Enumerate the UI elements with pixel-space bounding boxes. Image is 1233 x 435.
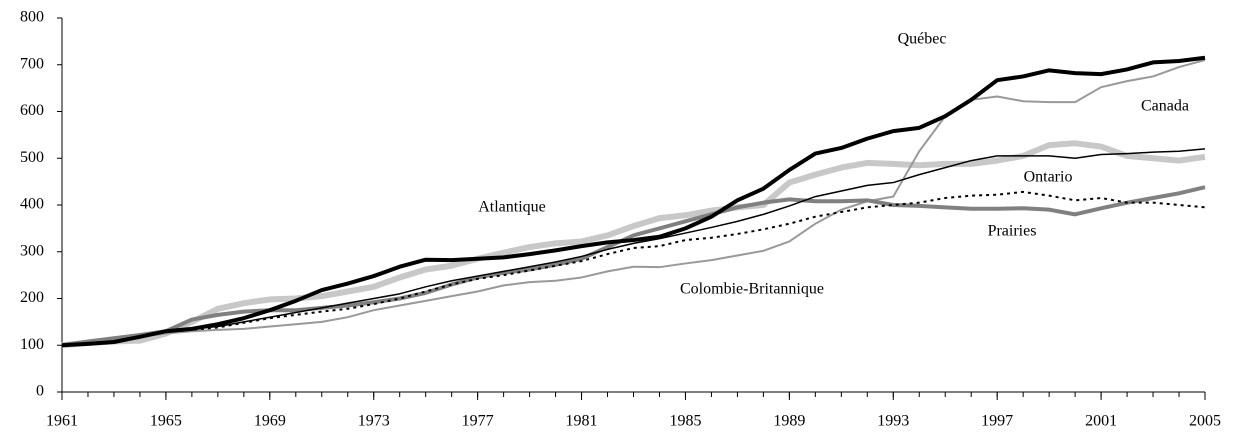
series-line <box>61 190 1206 347</box>
series-label: Québec <box>898 31 947 48</box>
x-tick-label: 1993 <box>877 413 909 430</box>
y-tick-label: 600 <box>20 102 44 119</box>
y-tick-label: 0 <box>36 383 44 400</box>
y-tick-label: 100 <box>20 336 44 353</box>
x-tick-label: 1985 <box>669 413 701 430</box>
y-tick-label: 700 <box>20 55 44 72</box>
y-tick-label: 400 <box>20 196 44 213</box>
x-tick-label: 2001 <box>1085 413 1117 430</box>
series-line <box>61 55 1206 348</box>
y-tick-label: 500 <box>20 149 44 166</box>
x-tick-label: 1973 <box>358 413 390 430</box>
series-line <box>61 140 1206 349</box>
x-tick-label: 1961 <box>46 413 78 430</box>
series-line <box>61 185 1206 348</box>
series-label: Colombie-Britannique <box>680 281 824 298</box>
series-label: Atlantique <box>478 199 546 216</box>
y-tick-label: 200 <box>20 289 44 306</box>
x-tick-label: 2005 <box>1189 413 1221 430</box>
series-label: Prairies <box>988 223 1037 240</box>
x-tick-label: 1997 <box>981 413 1013 430</box>
series-label: Ontario <box>1024 169 1073 186</box>
y-tick-label: 300 <box>20 242 44 259</box>
x-tick-label: 1981 <box>566 413 598 430</box>
series-label: Canada <box>1141 98 1189 115</box>
x-tick-label: 1965 <box>150 413 182 430</box>
series-line <box>61 148 1206 346</box>
x-tick-label: 1989 <box>773 413 805 430</box>
y-tick-label: 800 <box>20 9 44 26</box>
x-tick-label: 1969 <box>254 413 286 430</box>
series-line <box>61 59 1206 347</box>
x-tick-label: 1977 <box>462 413 494 430</box>
